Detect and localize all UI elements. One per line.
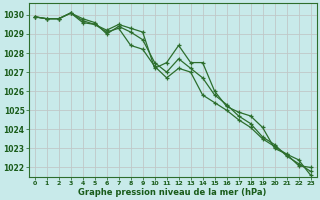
X-axis label: Graphe pression niveau de la mer (hPa): Graphe pression niveau de la mer (hPa) (78, 188, 267, 197)
